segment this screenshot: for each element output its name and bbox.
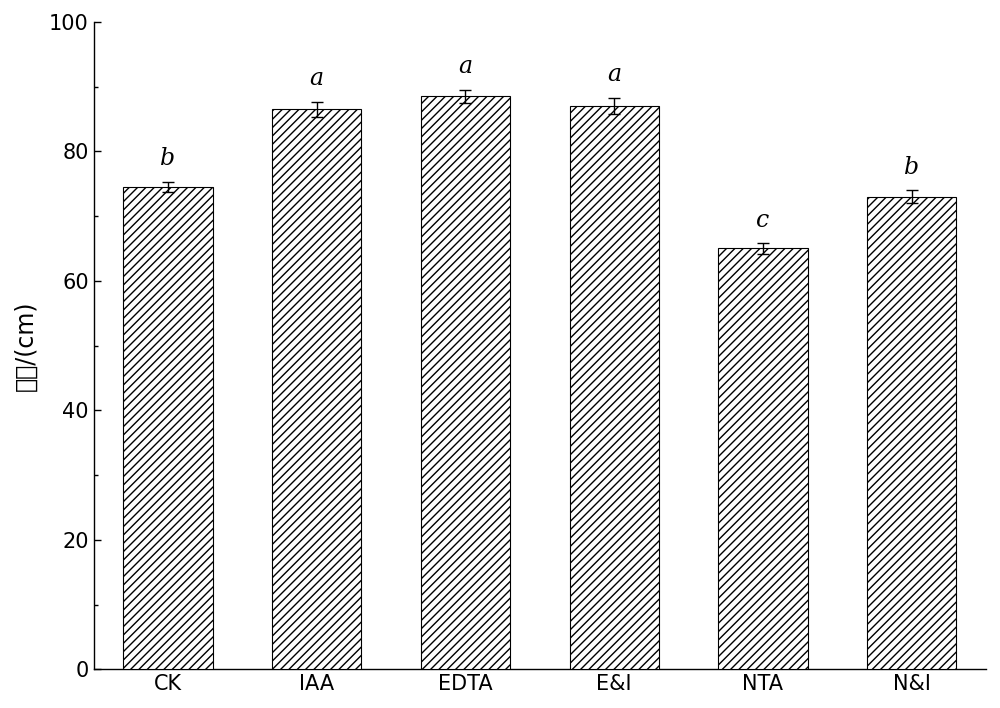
Text: a: a [607, 63, 621, 86]
Bar [123, 187, 213, 669]
Text: b: b [160, 147, 176, 170]
Text: b: b [904, 156, 919, 178]
Y-axis label: 株高/(cm): 株高/(cm) [14, 300, 38, 391]
Bar [570, 106, 659, 669]
Text: a: a [458, 55, 473, 78]
Bar [718, 249, 808, 669]
Text: a: a [310, 67, 324, 90]
Bar [272, 109, 361, 669]
Text: c: c [756, 209, 770, 232]
Bar [421, 96, 510, 669]
Bar [867, 197, 956, 669]
